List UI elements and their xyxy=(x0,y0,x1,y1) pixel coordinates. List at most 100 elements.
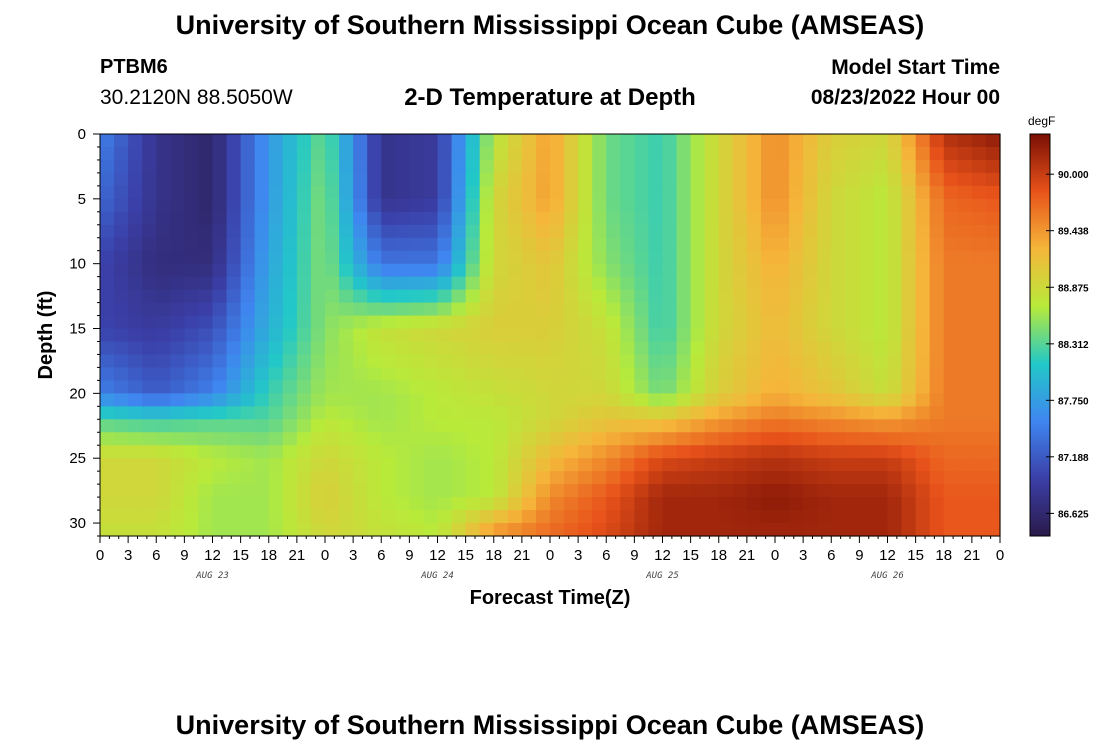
heatmap-cell xyxy=(282,523,298,537)
heatmap-cell xyxy=(353,445,368,459)
heatmap-cell xyxy=(296,419,312,433)
heatmap-cell xyxy=(873,134,889,148)
heatmap-cell xyxy=(507,185,523,200)
heatmap-cell xyxy=(957,315,973,330)
heatmap-cell xyxy=(409,497,425,511)
heatmap-cell xyxy=(915,198,931,213)
heatmap-cell xyxy=(254,134,270,148)
heatmap-cell xyxy=(240,172,256,187)
heatmap-cell xyxy=(296,250,312,265)
heatmap-cell xyxy=(985,406,1001,420)
heatmap-cell xyxy=(606,393,621,407)
heatmap-cell xyxy=(859,172,875,187)
heatmap-cell xyxy=(578,419,593,433)
heatmap-cell xyxy=(128,146,143,161)
heatmap-cell xyxy=(367,159,382,174)
heatmap-cell xyxy=(620,315,635,330)
heatmap-cell xyxy=(142,523,157,537)
heatmap-cell xyxy=(690,276,706,291)
heatmap-cell xyxy=(437,523,453,537)
heatmap-cell xyxy=(142,354,157,369)
heatmap-cell xyxy=(353,134,368,148)
heatmap-cell xyxy=(704,354,720,369)
heatmap-cell xyxy=(592,302,607,317)
heatmap-cell xyxy=(507,406,523,420)
heatmap-cell xyxy=(775,497,790,511)
heatmap-cell xyxy=(114,146,129,161)
heatmap-cell xyxy=(465,497,481,511)
heatmap-cell xyxy=(156,432,171,446)
heatmap-cell xyxy=(100,354,115,369)
heatmap-cell xyxy=(451,458,467,472)
heatmap-cell xyxy=(732,146,748,161)
heatmap-cell xyxy=(100,341,115,356)
heatmap-cell xyxy=(493,250,509,265)
heatmap-cell xyxy=(128,497,143,511)
heatmap-cell xyxy=(325,134,340,148)
heatmap-cell xyxy=(521,237,537,252)
heatmap-cell xyxy=(465,484,481,498)
heatmap-cell xyxy=(564,510,579,524)
heatmap-cell xyxy=(817,523,832,537)
heatmap-cell xyxy=(564,134,579,148)
heatmap-cell xyxy=(662,211,678,226)
heatmap-cell xyxy=(971,484,987,498)
heatmap-cell xyxy=(592,211,607,226)
heatmap-cell xyxy=(212,328,228,343)
heatmap-cell xyxy=(915,484,931,498)
heatmap-cell xyxy=(310,302,326,317)
heatmap-cell xyxy=(198,198,214,213)
heatmap-cell xyxy=(845,393,860,407)
heatmap-cell xyxy=(704,315,720,330)
heatmap-cell xyxy=(620,406,635,420)
heatmap-cell xyxy=(957,263,973,278)
heatmap-cell xyxy=(254,289,270,304)
heatmap-cell xyxy=(704,185,720,200)
heatmap-cell xyxy=(845,198,860,213)
heatmap-cell xyxy=(746,367,762,381)
heatmap-cell xyxy=(915,276,931,291)
heatmap-cell xyxy=(367,237,382,252)
heatmap-cell xyxy=(859,134,875,148)
heatmap-cell xyxy=(451,185,467,200)
heatmap-cell xyxy=(985,302,1001,317)
heatmap-cell xyxy=(732,159,748,174)
heatmap-cell xyxy=(943,393,959,407)
heatmap-cell xyxy=(803,432,818,446)
heatmap-cell xyxy=(479,354,495,369)
heatmap-cell xyxy=(592,276,607,291)
heatmap-cell xyxy=(831,510,846,524)
heatmap-cell xyxy=(268,211,284,226)
heatmap-cell xyxy=(901,276,917,291)
heatmap-cell xyxy=(437,302,453,317)
heatmap-cell xyxy=(310,471,326,485)
heatmap-cell xyxy=(704,237,720,252)
heatmap-cell xyxy=(718,289,734,304)
heatmap-cell xyxy=(212,224,228,239)
heatmap-cell xyxy=(971,185,987,200)
heatmap-cell xyxy=(423,276,439,291)
heatmap-cell xyxy=(381,393,396,407)
x-tick-label: 15 xyxy=(457,547,474,564)
heatmap-cell xyxy=(901,367,917,381)
heatmap-cell xyxy=(943,315,959,330)
heatmap-cell xyxy=(775,263,790,278)
heatmap-cell xyxy=(620,458,635,472)
heatmap-cell xyxy=(268,224,284,239)
heatmap-cell xyxy=(775,172,790,187)
heatmap-cell xyxy=(521,224,537,239)
heatmap-cell xyxy=(887,432,903,446)
heatmap-cell xyxy=(620,328,635,343)
heatmap-cell xyxy=(943,328,959,343)
heatmap-cell xyxy=(971,328,987,343)
heatmap-cell xyxy=(985,354,1001,369)
heatmap-cell xyxy=(296,432,312,446)
heatmap-cell xyxy=(564,523,579,537)
heatmap-cell xyxy=(662,250,678,265)
heatmap-cell xyxy=(817,406,832,420)
x-tick-label: 0 xyxy=(996,547,1004,564)
heatmap-cell xyxy=(268,445,284,459)
heatmap-cell xyxy=(451,198,467,213)
heatmap-cell xyxy=(395,185,410,200)
heatmap-cell xyxy=(451,380,467,394)
